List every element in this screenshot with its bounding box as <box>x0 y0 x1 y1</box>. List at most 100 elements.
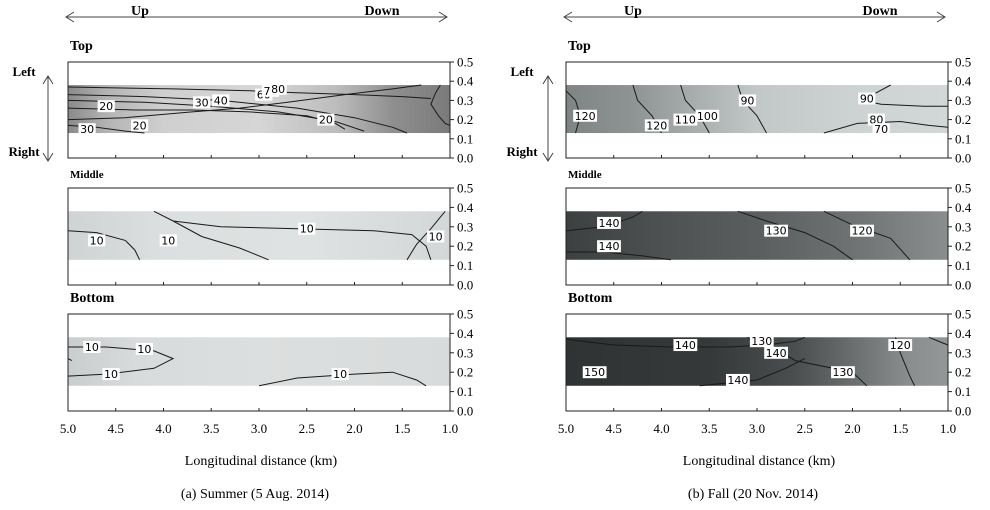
contour-label-bg <box>102 368 120 381</box>
contour-label-bg <box>867 113 885 126</box>
contour-label-text: 140 <box>675 339 696 352</box>
y-tick-label: 0.5 <box>457 55 473 70</box>
contour-label: 30 <box>78 123 96 136</box>
contour-label-bg <box>88 234 106 247</box>
contour-label-text: 10 <box>161 234 175 247</box>
flow-arrow-right-head <box>936 11 946 23</box>
x-axis-title: Longitudinal distance (km) <box>683 454 836 469</box>
y-tick-label: 0.4 <box>457 74 474 89</box>
contour-label-bg <box>858 92 876 105</box>
contour-label: 90 <box>738 94 757 107</box>
y-tick-label: 0.5 <box>955 181 971 196</box>
x-tick-label: 2.0 <box>844 421 860 436</box>
figure-caption: (a) Summer (5 Aug. 2014) <box>181 487 329 502</box>
contour-label: 120 <box>573 109 597 123</box>
panel-label: Bottom <box>568 291 613 306</box>
x-tick-label: 2.5 <box>299 421 315 436</box>
side-right-label: Right <box>506 144 538 159</box>
contour-label-text: 20 <box>133 119 147 132</box>
flow-down-label: Down <box>364 4 399 19</box>
contour-label: 120 <box>850 224 874 238</box>
contour-label: 10 <box>135 342 153 356</box>
y-tick-label: 0.5 <box>955 55 971 70</box>
contour-label-text: 10 <box>333 368 347 381</box>
contour-label-bg <box>695 109 720 122</box>
x-tick-label: 4.0 <box>653 421 669 436</box>
contour-label-bg <box>831 366 855 379</box>
contour-label-text: 110 <box>675 114 696 127</box>
flow-down-label: Down <box>862 4 897 19</box>
x-tick-label: 4.5 <box>606 421 622 436</box>
side-arrow-bottom-head <box>542 152 554 162</box>
contour-label: 10 <box>83 340 101 354</box>
contour-label: 100 <box>695 109 720 123</box>
contour-label-bg <box>427 230 445 243</box>
contour-line <box>928 336 949 346</box>
contour-label-text: 30 <box>195 96 209 109</box>
contour-label: 10 <box>427 230 445 244</box>
y-tick-label: 0.0 <box>955 404 971 419</box>
contour-label-text: 150 <box>584 366 605 379</box>
contour-label-text: 130 <box>751 335 772 348</box>
contour-label-bg <box>764 346 788 359</box>
contour-label: 10 <box>298 222 316 236</box>
side-arrow-top-head <box>542 75 554 85</box>
side-arrow-top-head <box>42 75 54 85</box>
contour-label-text: 100 <box>697 110 718 123</box>
contour-label-bg <box>738 94 757 107</box>
contour-label-text: 40 <box>214 94 228 107</box>
flow-arrow: Up Down <box>563 4 946 23</box>
y-tick-label: 0.4 <box>955 200 972 215</box>
contour-label-text: 140 <box>766 347 787 360</box>
panel-top: Top2030406070802030200.00.10.20.30.40.5L… <box>8 39 473 166</box>
contour-label-text: 10 <box>104 368 118 381</box>
contour-label-bg <box>97 100 115 113</box>
side-left-label: Left <box>510 64 534 79</box>
x-tick-label: 1.0 <box>442 421 458 436</box>
contour-label: 140 <box>597 240 621 253</box>
contour-label-text: 10 <box>137 343 151 356</box>
contour-label: 150 <box>582 366 607 379</box>
contour-line <box>153 210 432 260</box>
panel-label: Top <box>568 39 591 54</box>
flow-arrow-left-head <box>563 11 573 23</box>
contour-label-text: 10 <box>300 223 314 236</box>
y-tick-label: 0.2 <box>955 365 971 380</box>
contour-label: 10 <box>159 234 177 247</box>
contour-label-bg <box>78 123 96 136</box>
x-tick-label: 1.5 <box>394 421 410 436</box>
side-arrow-bottom-head <box>42 152 54 162</box>
y-tick-label: 0.0 <box>457 278 473 293</box>
contour-label: 70 <box>872 123 890 136</box>
y-tick-label: 0.4 <box>457 200 474 215</box>
contour-label: 110 <box>673 113 698 127</box>
contour-label-bg <box>317 113 335 126</box>
contour-line <box>823 120 949 134</box>
contour-label-text: 120 <box>890 339 911 352</box>
contour-line <box>406 210 446 261</box>
y-tick-label: 0.4 <box>955 74 972 89</box>
contour-label-bg <box>193 96 211 109</box>
contour-label-text: 30 <box>80 123 94 136</box>
y-tick-label: 0.3 <box>955 93 971 108</box>
panel-middle: Middle 10 10 10 10 0.0 0.1 0.2 0.3 0.4 0.5 <box>67 169 474 293</box>
contour-line <box>430 84 451 126</box>
y-tick-label: 0.1 <box>457 131 473 146</box>
contour-label-text: 90 <box>740 94 754 107</box>
panel-label: Top <box>70 39 93 54</box>
side-left-label: Left <box>12 64 36 79</box>
contour-label-bg <box>298 222 316 235</box>
contour-label: 120 <box>888 339 913 352</box>
contour-label: 90 <box>858 92 876 105</box>
contour-label: 130 <box>749 335 774 348</box>
contour-fill-band <box>566 211 948 260</box>
y-tick-label: 0.3 <box>955 219 971 234</box>
x-tick-label: 1.0 <box>940 421 956 436</box>
contour-label-bg <box>83 340 101 353</box>
contour-line <box>566 251 672 261</box>
contour-label-bg <box>331 368 349 381</box>
x-tick-label: 5.0 <box>60 421 76 436</box>
y-tick-label: 0.5 <box>457 181 473 196</box>
